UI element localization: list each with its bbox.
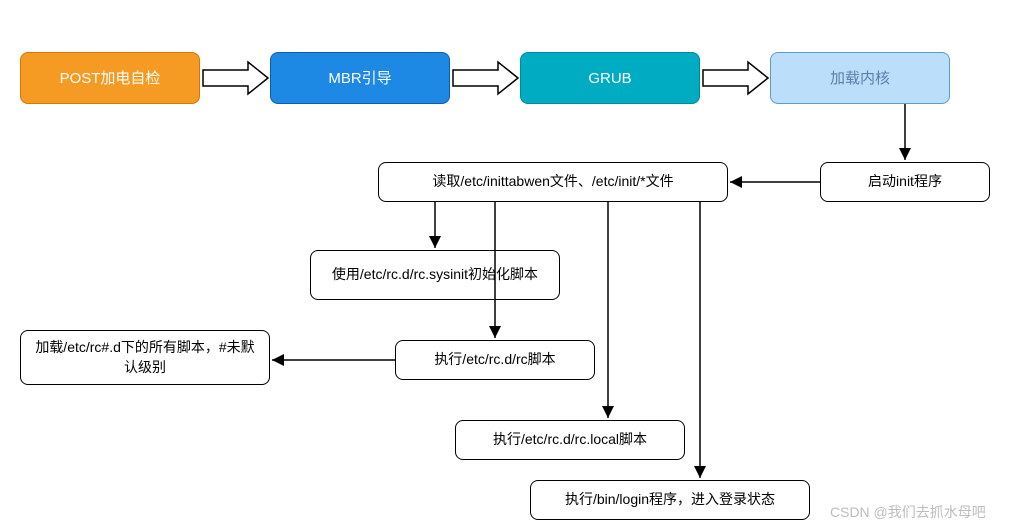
hollow-arrow-1: [203, 62, 268, 94]
node-sysinit: 使用/etc/rc.d/rc.sysinit初始化脚本: [310, 250, 560, 300]
watermark: CSDN @我们去抓水母吧: [830, 502, 986, 522]
node-rchash: 加载/etc/rc#.d下的所有脚本，#未默认级别: [20, 330, 270, 385]
node-kernel: 加载内核: [770, 52, 950, 104]
hollow-arrow-2: [453, 62, 518, 94]
watermark-text: CSDN @我们去抓水母吧: [830, 504, 986, 520]
node-label: 加载/etc/rc#.d下的所有脚本，#未默认级别: [29, 338, 261, 377]
node-rclocal: 执行/etc/rc.d/rc.local脚本: [455, 420, 685, 460]
node-label: MBR引导: [328, 68, 391, 89]
hollow-arrow-3: [703, 62, 768, 94]
node-label: 加载内核: [830, 68, 890, 89]
node-inittab: 读取/etc/inittabwen文件、/etc/init/*文件: [378, 162, 728, 202]
node-label: 执行/etc/rc.d/rc.local脚本: [493, 430, 647, 450]
node-label: 读取/etc/inittabwen文件、/etc/init/*文件: [432, 172, 673, 192]
node-label: 执行/bin/login程序，进入登录状态: [565, 490, 775, 510]
node-mbr: MBR引导: [270, 52, 450, 104]
node-rc: 执行/etc/rc.d/rc脚本: [395, 340, 595, 380]
node-login: 执行/bin/login程序，进入登录状态: [530, 480, 810, 520]
node-label: POST加电自检: [60, 68, 161, 89]
node-post: POST加电自检: [20, 52, 200, 104]
node-init: 启动init程序: [820, 162, 990, 202]
node-label: 使用/etc/rc.d/rc.sysinit初始化脚本: [332, 265, 538, 285]
node-grub: GRUB: [520, 52, 700, 104]
node-label: 执行/etc/rc.d/rc脚本: [434, 350, 555, 370]
node-label: 启动init程序: [868, 172, 942, 192]
node-label: GRUB: [588, 68, 631, 89]
